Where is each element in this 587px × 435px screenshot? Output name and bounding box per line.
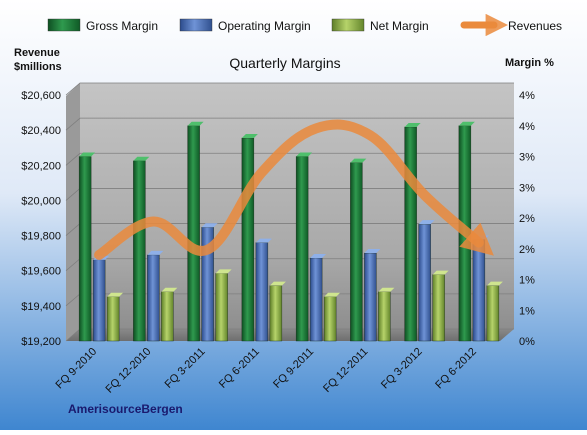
- bar-net-margin: [269, 285, 283, 342]
- bar-gross-margin: [187, 125, 200, 342]
- bar-top: [79, 152, 96, 157]
- right-axis-title: Margin %: [505, 57, 554, 69]
- bar-net-margin: [106, 296, 120, 342]
- bar-top: [187, 121, 204, 126]
- bar-operating-margin: [309, 257, 323, 342]
- bars: [78, 121, 503, 342]
- bar-top: [255, 238, 272, 243]
- bar-gross-margin: [350, 162, 363, 342]
- bar-gross-margin: [241, 137, 255, 342]
- bar-net-margin: [432, 274, 445, 342]
- left-tick-label: $20,400: [21, 125, 61, 137]
- legend-label: Revenues: [508, 19, 562, 33]
- bar-operating-margin: [472, 239, 486, 342]
- right-tick-label: 3%: [519, 152, 535, 164]
- legend-swatch: [331, 18, 365, 32]
- bar-net-margin: [215, 273, 228, 342]
- bar-top: [201, 223, 218, 228]
- bar-operating-margin: [92, 259, 106, 342]
- bar-top: [215, 269, 232, 274]
- revenue-line-path: [94, 119, 494, 260]
- bar-gross-margin: [78, 156, 92, 342]
- bar-top: [432, 270, 449, 275]
- bar-top: [241, 134, 258, 139]
- side-wall: [66, 83, 80, 341]
- right-tick-label: 1%: [519, 275, 535, 287]
- bar-top: [133, 156, 150, 161]
- right-axis-ticks: 0% 1% 1% 2% 2% 3% 3% 4% 4%: [519, 90, 535, 348]
- right-tick-label: 0%: [519, 336, 535, 348]
- bar-net-margin: [378, 291, 391, 342]
- left-tick-label: $19,400: [21, 301, 61, 313]
- bar-top: [324, 292, 341, 297]
- bar-top: [350, 158, 367, 163]
- legend-label: Net Margin: [370, 19, 429, 33]
- left-tick-label: $19,600: [21, 266, 61, 278]
- bar-top: [147, 250, 164, 255]
- gridline: [65, 82, 514, 96]
- bar-top: [107, 292, 124, 297]
- bar-gross-margin: [404, 126, 417, 342]
- left-tick-label: $19,800: [21, 231, 61, 243]
- bar-top: [458, 121, 475, 126]
- bar-gross-margin: [295, 156, 309, 342]
- bar-top: [418, 220, 435, 225]
- bar-top: [310, 253, 327, 258]
- bar-top: [161, 287, 178, 292]
- right-tick-label: 4%: [519, 90, 535, 102]
- revenue-line: [94, 119, 494, 260]
- bar-operating-margin: [255, 242, 269, 342]
- legend-label: Operating Margin: [218, 19, 311, 33]
- bar-net-margin: [323, 296, 337, 342]
- right-tick-label: 1%: [519, 305, 535, 317]
- left-tick-label: $20,600: [21, 90, 61, 102]
- left-axis-title-line1: Revenue: [14, 47, 60, 59]
- left-axis-ticks: $19,200 $19,400 $19,600 $19,800 $20,000 $20,2…: [21, 90, 61, 348]
- bar-operating-margin: [418, 223, 431, 342]
- bar-net-margin: [486, 285, 500, 342]
- legend-swatch: [47, 18, 81, 32]
- bar-operating-margin: [147, 254, 160, 342]
- left-tick-label: $20,200: [21, 160, 61, 172]
- right-tick-label: 4%: [519, 121, 535, 133]
- bar-top: [296, 152, 313, 157]
- legend: Gross Margin Operating Margin Net Margin Re…: [47, 13, 562, 37]
- floor: [66, 329, 514, 341]
- legend-label: Gross Margin: [86, 19, 158, 33]
- bar-top: [404, 122, 421, 127]
- bar-top: [486, 281, 503, 286]
- bar-operating-margin: [364, 252, 377, 342]
- bar-top: [378, 287, 395, 292]
- gridline: [65, 117, 514, 131]
- left-tick-label: $20,000: [21, 195, 61, 207]
- legend-swatch: [179, 18, 213, 32]
- left-axis-title-line2: $millions: [14, 61, 62, 73]
- left-tick-label: $19,200: [21, 336, 61, 348]
- bar-top: [364, 249, 381, 254]
- gridline: [65, 152, 514, 166]
- company-name: AmerisourceBergen: [68, 402, 183, 416]
- bar-net-margin: [161, 291, 174, 342]
- bar-top: [269, 281, 286, 286]
- bar-gross-margin: [133, 160, 146, 342]
- right-tick-label: 2%: [519, 213, 535, 225]
- right-tick-label: 2%: [519, 244, 535, 256]
- chart-title: Quarterly Margins: [229, 55, 340, 71]
- right-tick-label: 3%: [519, 182, 535, 194]
